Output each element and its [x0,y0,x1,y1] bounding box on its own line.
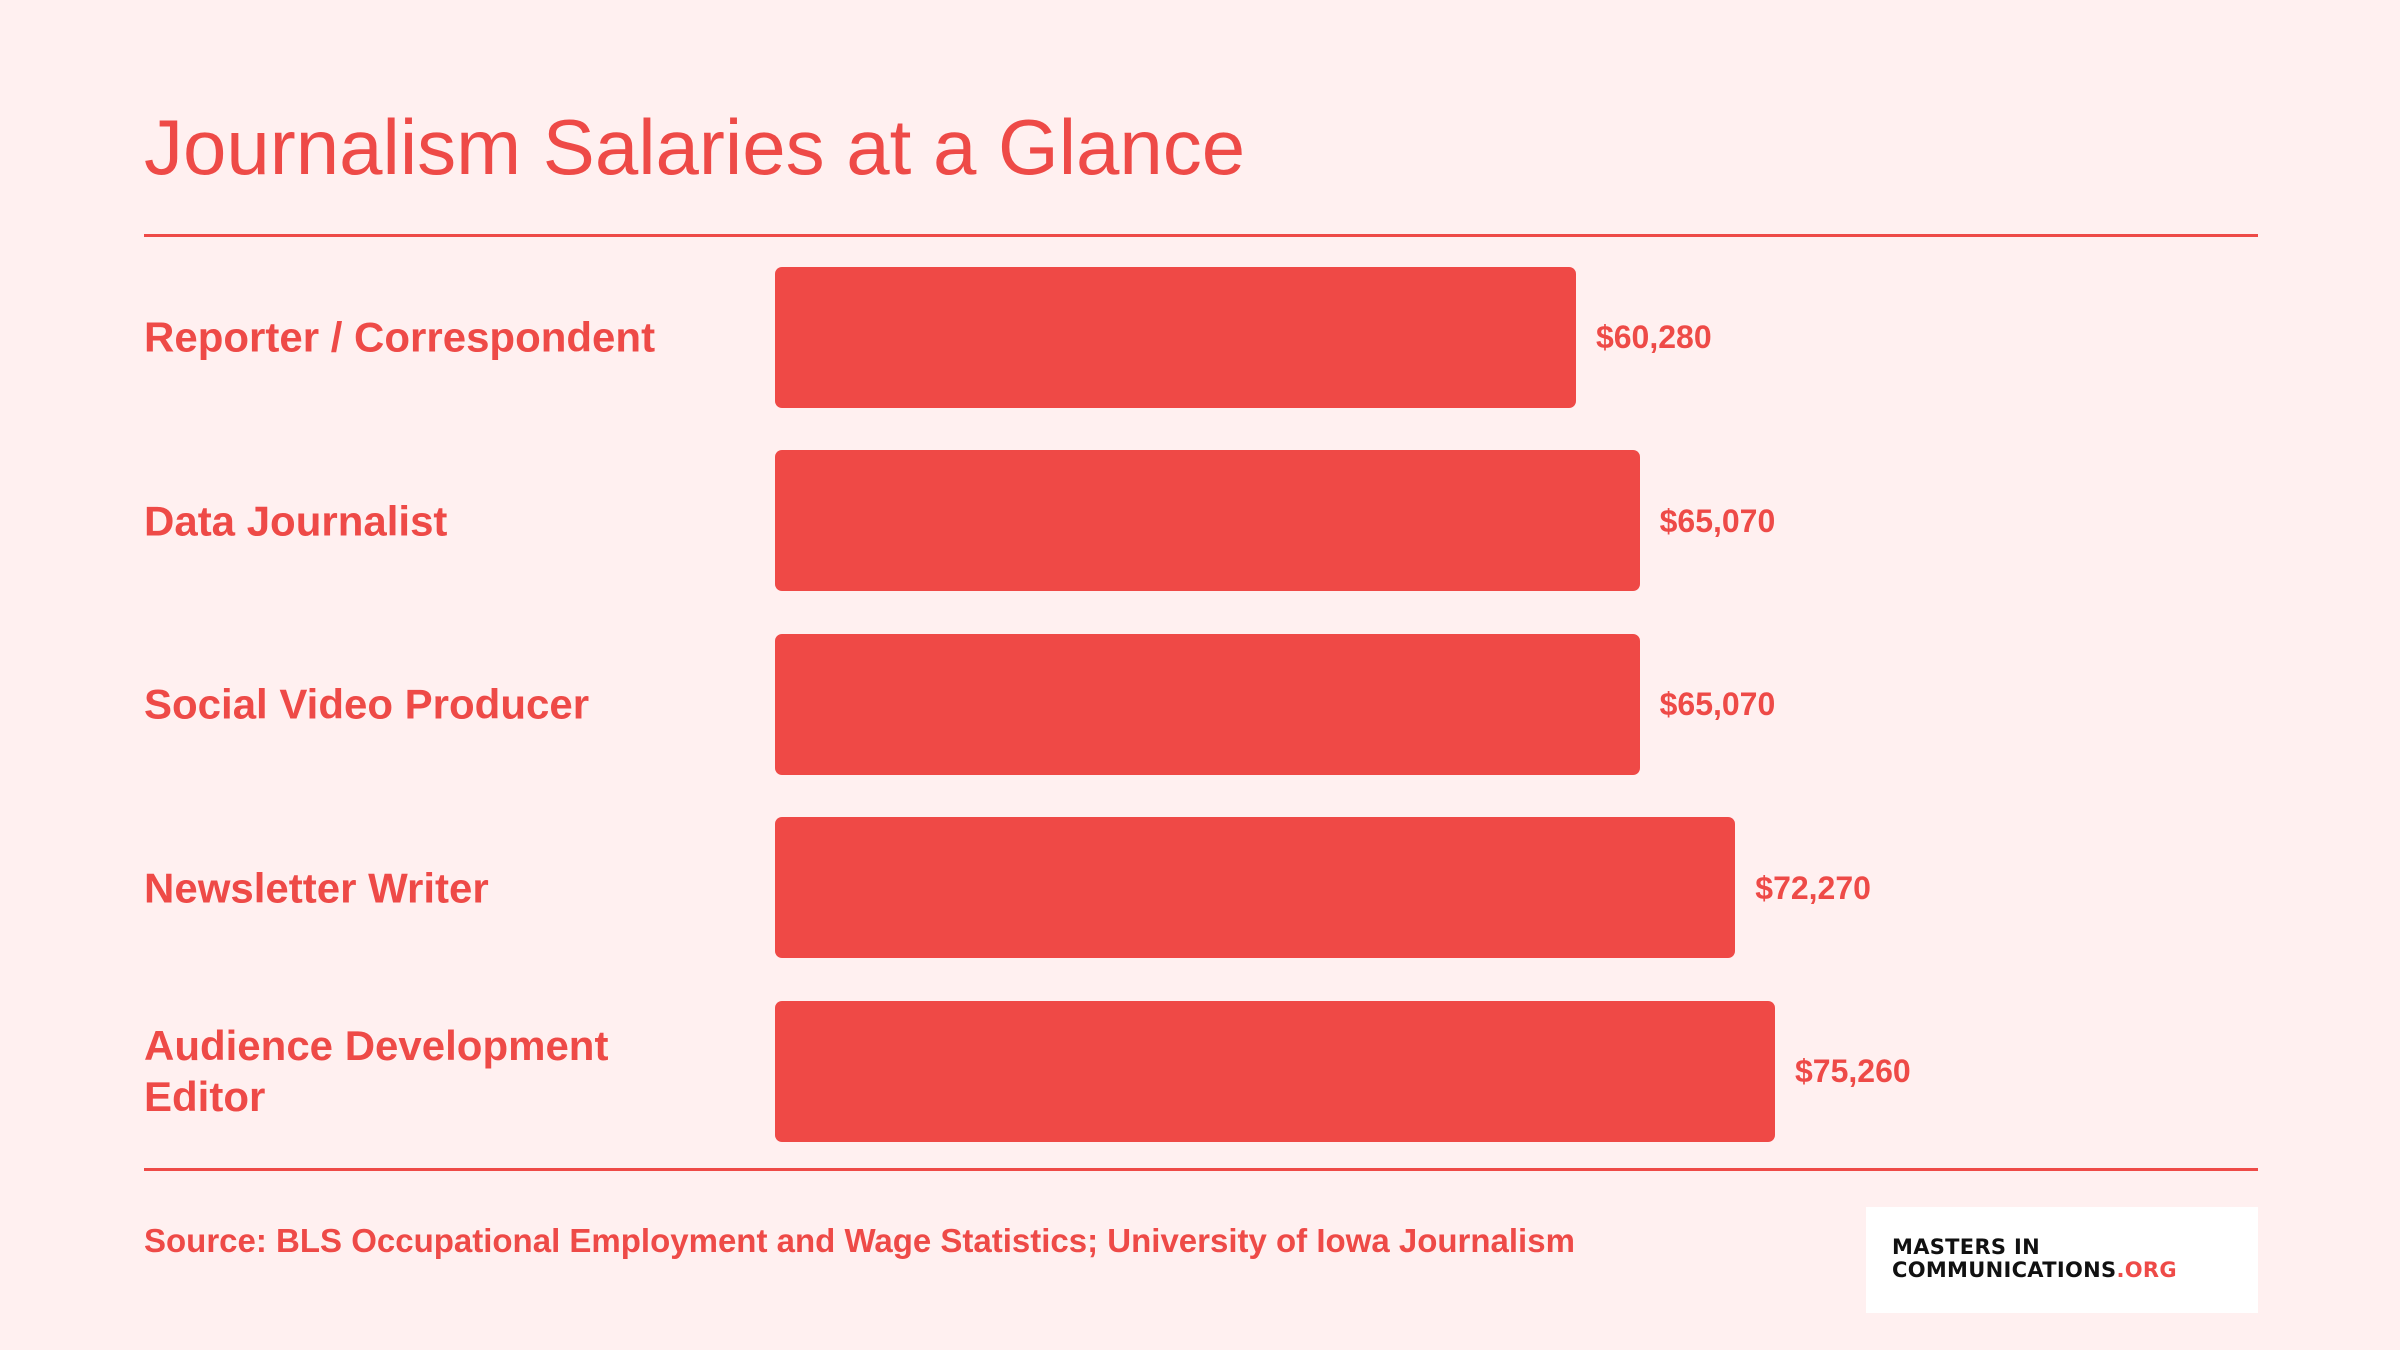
bar [775,817,1736,958]
value-label: $65,070 [1659,686,1776,722]
value-label: $65,070 [1659,502,1776,539]
bar [775,633,1640,775]
logo-line-2: COMMUNICATIONS.ORG [1892,1259,2177,1282]
bottom-divider [144,1168,2258,1171]
bar [775,1000,1775,1142]
bar [775,450,1640,591]
top-divider [144,234,2258,237]
masters-in-communications-logo: MASTERS IN COMMUNICATIONS.ORG [1866,1207,2258,1313]
chart-title: Journalism Salaries at a Glance [144,103,1246,191]
logo-line-2-main: COMMUNICATIONS [1892,1258,2117,1282]
logo-line-2-suffix: .ORG [2116,1258,2177,1282]
category-label: Social Video Producer [144,680,590,728]
category-label: Reporter / Correspondent [144,313,656,361]
bar [775,266,1576,408]
logo-wordmark: MASTERS IN COMMUNICATIONS.ORG [1892,1236,2177,1282]
logo-line-1: MASTERS IN [1892,1235,2040,1259]
category-label: Data Journalist [144,497,448,544]
value-label: $75,260 [1795,1053,1911,1089]
value-label: $60,280 [1595,319,1712,355]
category-label: Audience Development Editor [144,1022,609,1120]
category-label: Newsletter Writer [144,864,489,911]
source-note: Source: BLS Occupational Employment and … [144,1222,1575,1259]
value-label: $72,270 [1755,869,1871,906]
